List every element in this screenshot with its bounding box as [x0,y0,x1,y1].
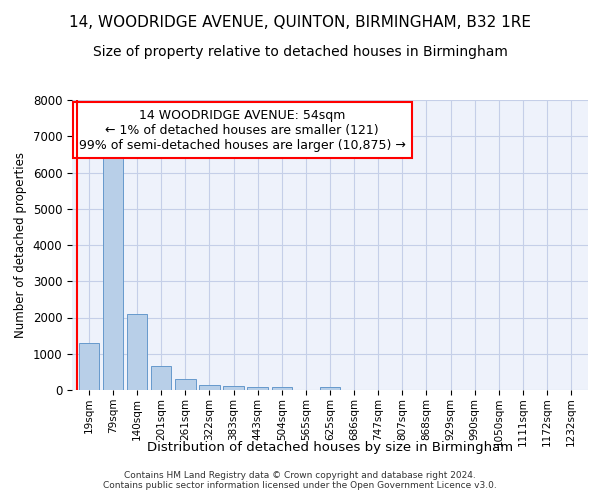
Bar [103,151,123,390]
Bar [79,343,99,390]
Text: Distribution of detached houses by size in Birmingham: Distribution of detached houses by size … [147,441,513,454]
Bar [320,388,340,390]
Bar [272,388,292,390]
Text: 14 WOODRIDGE AVENUE: 54sqm
← 1% of detached houses are smaller (121)
99% of semi: 14 WOODRIDGE AVENUE: 54sqm ← 1% of detac… [79,108,406,152]
Text: 14, WOODRIDGE AVENUE, QUINTON, BIRMINGHAM, B32 1RE: 14, WOODRIDGE AVENUE, QUINTON, BIRMINGHA… [69,15,531,30]
Bar [223,386,244,390]
Bar [127,314,148,390]
Bar [175,379,196,390]
Bar [151,366,172,390]
Y-axis label: Number of detached properties: Number of detached properties [14,152,27,338]
Bar [199,384,220,390]
Bar [247,388,268,390]
Text: Contains HM Land Registry data © Crown copyright and database right 2024.
Contai: Contains HM Land Registry data © Crown c… [103,470,497,490]
Text: Size of property relative to detached houses in Birmingham: Size of property relative to detached ho… [92,45,508,59]
